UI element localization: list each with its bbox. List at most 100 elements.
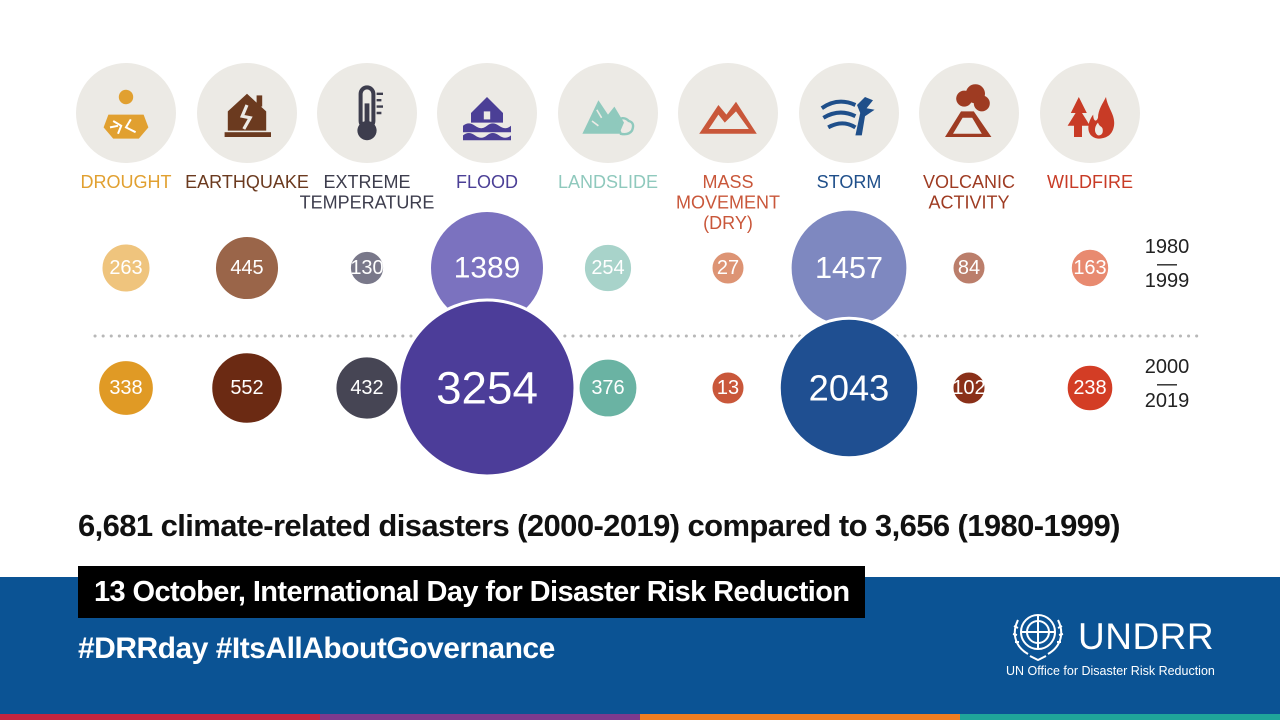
bubble-2000-2019: 13: [709, 369, 747, 407]
bubble-circle: [1068, 246, 1112, 290]
bubble-circle: [1064, 362, 1116, 414]
bubble-1980-1999: 163: [1068, 246, 1112, 290]
bubble-2000-2019: 238: [1064, 362, 1116, 414]
bubble-circle: [576, 356, 640, 420]
bubble-circle: [950, 249, 988, 287]
category-label-storm: STORM: [817, 172, 882, 192]
wildfire-icon: [1040, 63, 1140, 163]
hashtags: #DRRday #ItsAllAboutGovernance: [78, 632, 555, 665]
bubble-circle: [777, 316, 921, 460]
category-label-extreme-temperature: EXTREME TEMPERATURE: [300, 172, 435, 213]
category-label-line: TEMPERATURE: [300, 193, 435, 213]
bubble-value: 445: [230, 257, 263, 279]
color-stripe: [640, 714, 960, 720]
bubble-value: 254: [591, 257, 624, 279]
bubble-value: 263: [109, 257, 142, 279]
category-label-line: VOLCANIC: [923, 172, 1015, 192]
category-label-line: EARTHQUAKE: [185, 172, 309, 192]
bubble-value: 130: [350, 257, 383, 279]
period-label-line: 1999: [1145, 270, 1190, 292]
bubble-circle: [99, 241, 153, 295]
bubble-value: 238: [1073, 377, 1106, 399]
bubble-1980-1999: 445: [212, 233, 282, 303]
category-label-line: WILDFIRE: [1047, 172, 1133, 192]
color-stripe: [0, 714, 320, 720]
category-label-line: DROUGHT: [81, 172, 172, 192]
logo-name: UNDRR: [1078, 616, 1215, 657]
bubble-value: 376: [591, 377, 624, 399]
drought-icon: [76, 63, 176, 163]
disaster-bubble-chart: DROUGHT EARTHQUAKE EXTREME TEMPERATUREFLOOD…: [76, 63, 1202, 478]
bubble-value: 102: [952, 377, 985, 399]
icon-background: [558, 63, 658, 163]
volcano-icon: [919, 63, 1019, 163]
category-labels: DROUGHT EARTHQUAKE EXTREME TEMPERATUREFLOOD…: [81, 172, 1134, 233]
category-label-flood: FLOOD: [456, 172, 518, 192]
mass-movement-icon: [678, 63, 778, 163]
storm-icon: [799, 63, 899, 163]
bubble-value: 1389: [454, 252, 520, 285]
category-label-line: ACTIVITY: [928, 193, 1009, 213]
bubbles: 263 445 130 1389 254 27 1457 84 163 338 552 432 3254…: [96, 207, 1116, 478]
bubble-value: 3254: [436, 363, 538, 414]
bubble-value: 84: [958, 257, 980, 279]
bubble-2000-2019: 2043: [777, 316, 921, 460]
category-label-line: STORM: [817, 172, 882, 192]
un-emblem-icon: [1012, 614, 1064, 662]
bubble-1980-1999: 1389: [428, 209, 546, 327]
category-label-line: MOVEMENT: [676, 193, 780, 213]
thermometer-icon: [317, 63, 417, 163]
period-label-1980-1999: 1980—1999: [1145, 236, 1190, 292]
icon-background: [76, 63, 176, 163]
bubble-value: 432: [350, 377, 383, 399]
bubble-1980-1999: 1457: [788, 207, 910, 329]
category-label-landslide: LANDSLIDE: [558, 172, 658, 192]
category-icons: [76, 63, 1140, 163]
category-label-volcanic-activity: VOLCANIC ACTIVITY: [923, 172, 1015, 213]
category-label-line: (DRY): [703, 213, 753, 233]
bubble-circle: [347, 248, 387, 288]
category-label-drought: DROUGHT: [81, 172, 172, 192]
category-label-line: EXTREME: [323, 172, 410, 192]
color-stripes: [0, 714, 1280, 720]
headline: 6,681 climate-related disasters (2000-20…: [78, 508, 1120, 543]
category-label-line: LANDSLIDE: [558, 172, 658, 192]
period-label-line: —: [1157, 373, 1177, 395]
bubble-circle: [709, 249, 747, 287]
logo-subtitle: UN Office for Disaster Risk Reduction: [1006, 664, 1215, 678]
event-text: 13 October, International Day for Disast…: [94, 575, 850, 608]
undrr-logo: UNDRR UN Office for Disaster Risk Reduct…: [1004, 602, 1244, 682]
category-label-wildfire: WILDFIRE: [1047, 172, 1133, 192]
flood-icon: [437, 63, 537, 163]
bubble-2000-2019: 3254: [397, 298, 577, 478]
color-stripe: [960, 714, 1280, 720]
bubble-2000-2019: 552: [209, 350, 285, 426]
color-stripe: [320, 714, 640, 720]
bubble-circle: [581, 241, 635, 295]
bubble-value: 163: [1073, 257, 1106, 279]
bubble-circle: [209, 350, 285, 426]
bubble-value: 27: [717, 257, 739, 279]
bubble-value: 1457: [815, 251, 883, 285]
period-label-line: —: [1157, 253, 1177, 275]
bubble-circle: [96, 358, 156, 418]
bubble-value: 552: [230, 377, 263, 399]
icon-background: [1040, 63, 1140, 163]
category-label-mass-movement-dry: MASS MOVEMENT (DRY): [676, 172, 780, 233]
category-label-line: FLOOD: [456, 172, 518, 192]
bubble-value: 338: [109, 377, 142, 399]
category-label-earthquake: EARTHQUAKE: [185, 172, 309, 192]
bubble-circle: [950, 369, 988, 407]
period-label-line: 2019: [1145, 390, 1190, 412]
bubble-2000-2019: 102: [950, 369, 988, 407]
bubble-1980-1999: 130: [347, 248, 387, 288]
bubble-circle: [397, 298, 577, 478]
period-label-line: 2000: [1145, 356, 1190, 378]
landslide-icon: [558, 63, 658, 163]
bubble-circle: [709, 369, 747, 407]
bubble-1980-1999: 27: [709, 249, 747, 287]
bubble-value: 2043: [809, 368, 890, 409]
period-label-line: 1980: [1145, 236, 1190, 258]
bubble-1980-1999: 254: [581, 241, 635, 295]
earthquake-icon: [197, 63, 297, 163]
